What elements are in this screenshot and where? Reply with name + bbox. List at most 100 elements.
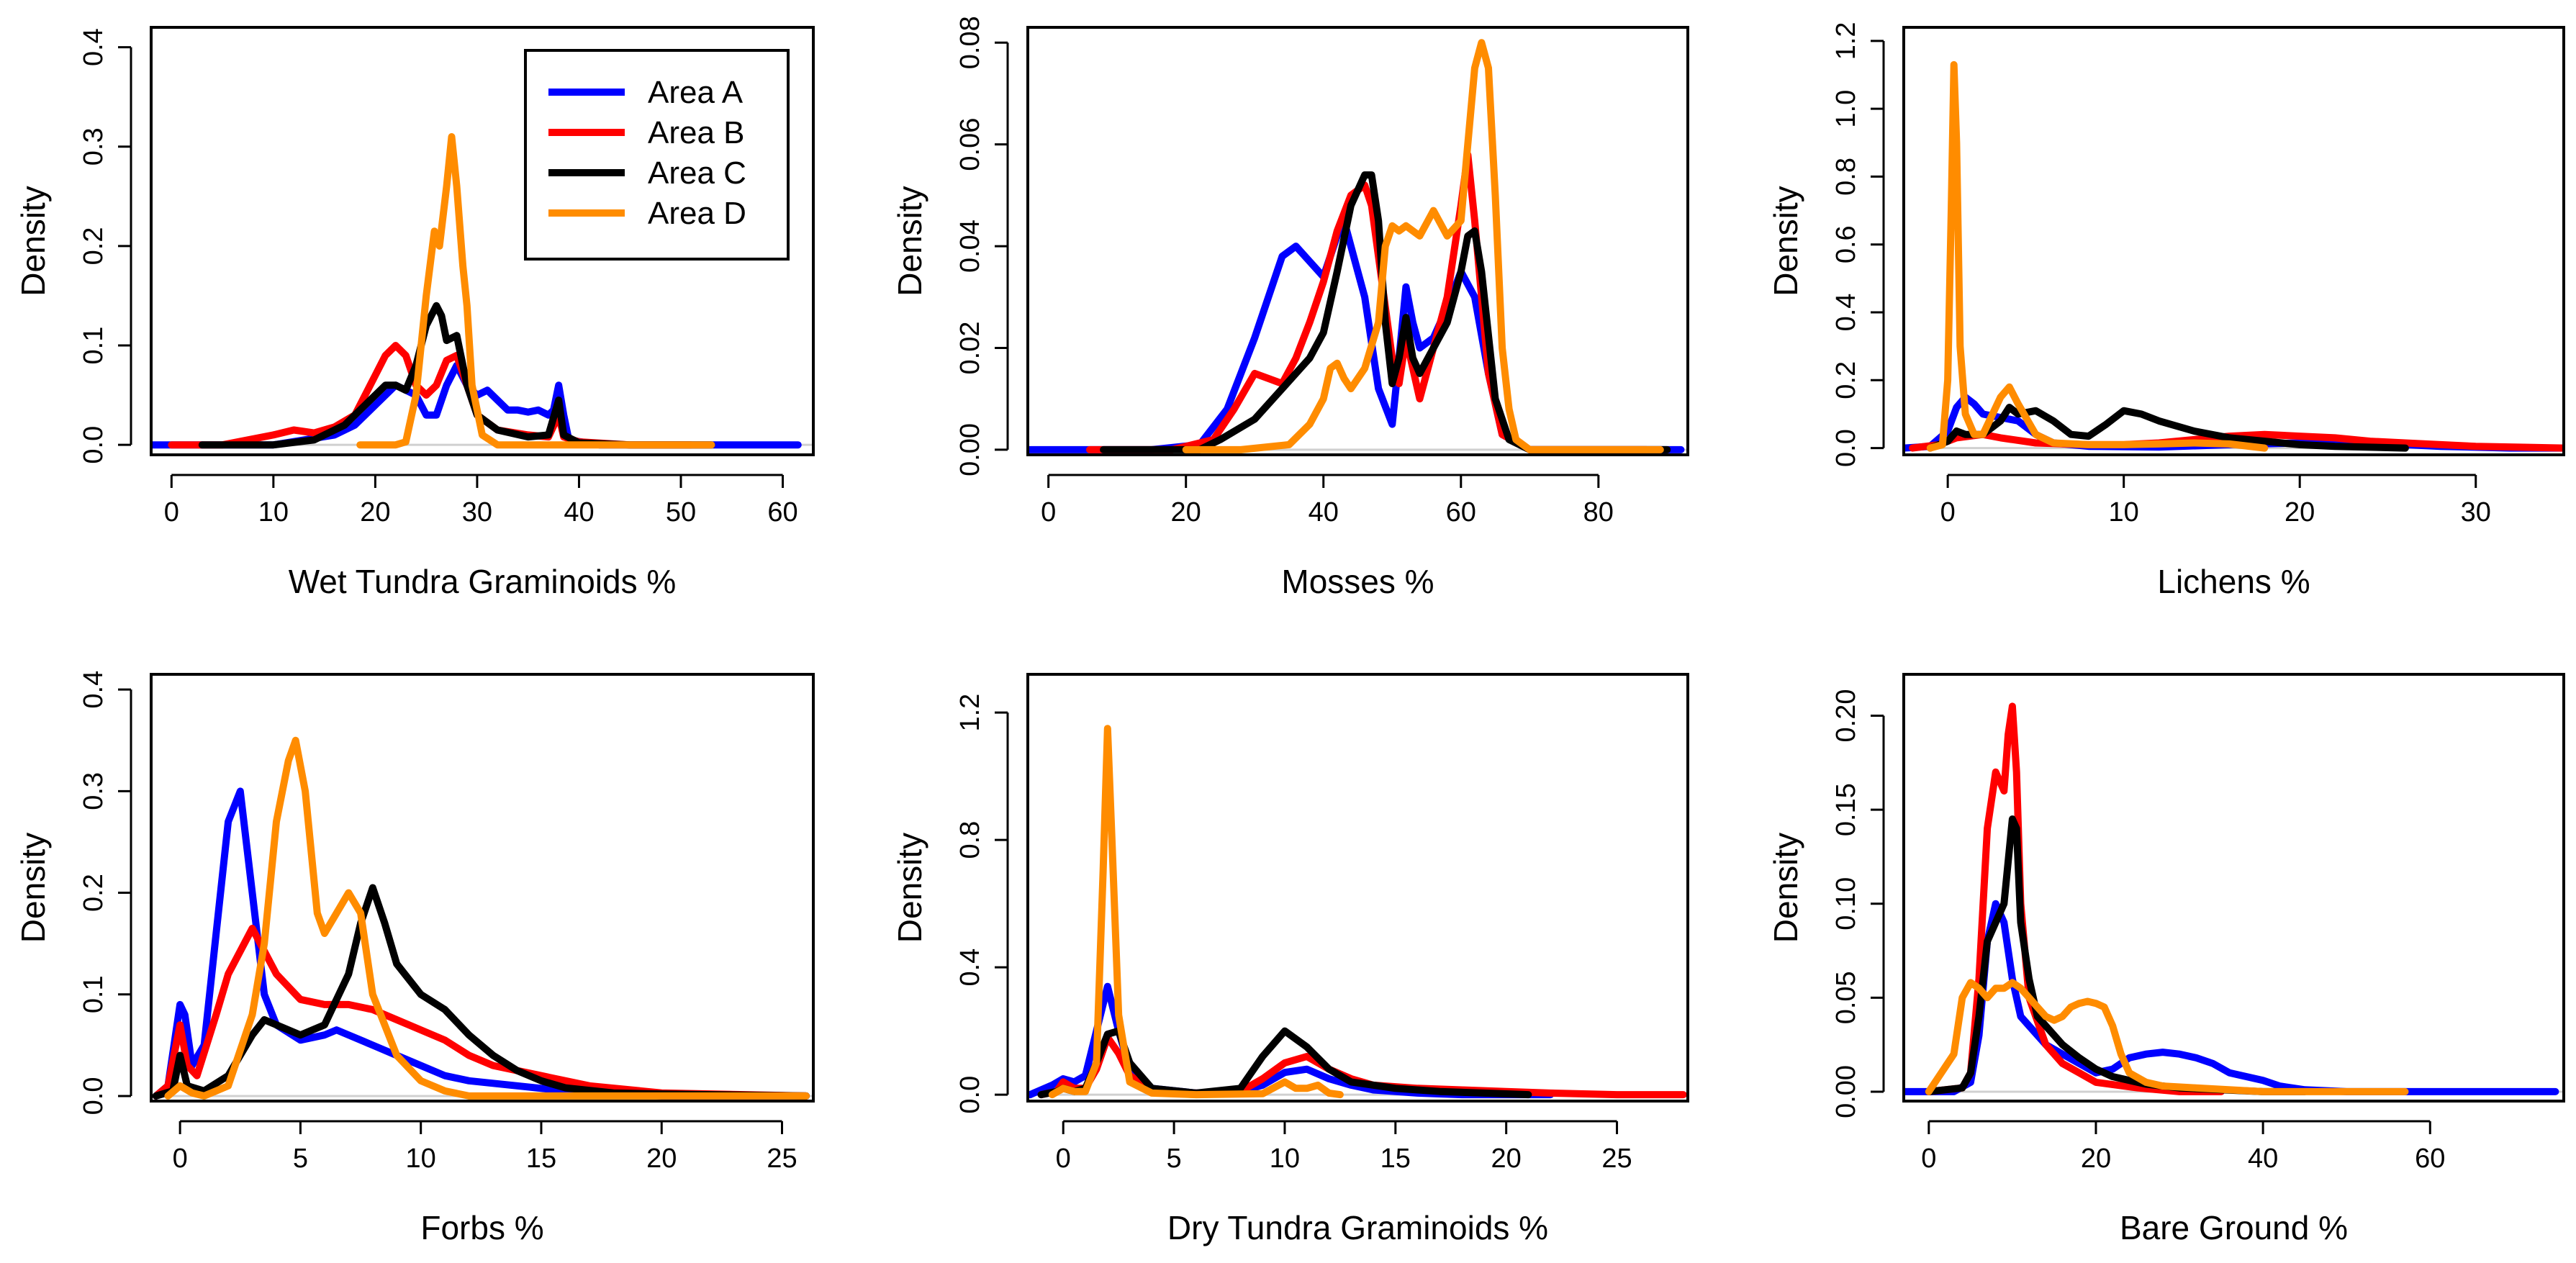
y-axis-label: Density: [891, 186, 928, 296]
density-line-area-d: [356, 133, 715, 449]
y-axis-label: Density: [14, 186, 52, 296]
density-line-area-b: [1925, 702, 2225, 1095]
x-axis-label: Mosses %: [1281, 563, 1434, 600]
y-tick-label: 0.06: [955, 118, 985, 171]
x-tick-label: 20: [2081, 1144, 2111, 1174]
x-axis-label: Bare Ground %: [2120, 1209, 2348, 1246]
plot-frame: [1902, 673, 2565, 1103]
chart-panel-4: 0 5 10 15 20 25 Forbs % 0.0 0.1 0.2 0.3 0.4 Density: [14, 671, 815, 1246]
y-tick-label: 0.3: [78, 127, 109, 166]
plot-frame: [1026, 673, 1689, 1103]
y-axis-label: Density: [14, 833, 52, 943]
x-tick-label: 50: [666, 497, 696, 528]
y-tick-label: 1.2: [1831, 22, 1861, 60]
y-tick-label: 0.0: [78, 426, 109, 464]
y-tick-label: 0.15: [1831, 783, 1861, 836]
x-tick-label: 10: [258, 497, 289, 528]
y-axis: 0.00 0.02 0.04 0.06 0.08 Density: [891, 16, 1009, 476]
density-line-area-b: [168, 342, 695, 449]
y-tick-label: 0.0: [1831, 429, 1861, 467]
x-tick-label: 20: [1171, 497, 1201, 528]
y-tick-label: 0.00: [955, 423, 985, 476]
legend: Area A Area B Area C Area D: [524, 49, 790, 261]
legend-label: Area B: [648, 115, 745, 150]
plot-frame: [1026, 26, 1689, 456]
x-axis-label: Wet Tundra Graminoids %: [289, 563, 677, 600]
y-tick-label: 0.4: [78, 671, 109, 709]
y-tick-label: 0.0: [78, 1077, 109, 1115]
legend-label: Area C: [648, 155, 746, 191]
plot-frame: [150, 673, 815, 1103]
x-tick-label: 40: [564, 497, 594, 528]
y-tick-label: 0.4: [1831, 294, 1861, 332]
y-axis-label: Density: [891, 833, 928, 943]
x-tick-label: 10: [406, 1144, 436, 1174]
density-line-area-d: [1048, 725, 1344, 1099]
x-tick-label: 60: [2415, 1144, 2445, 1174]
x-axis: 0 5 10 15 20 25 Dry Tundra Graminoids %: [1056, 1120, 1632, 1246]
x-tick-label: 0: [1041, 497, 1056, 528]
x-tick-label: 60: [1446, 497, 1476, 528]
x-tick-label: 10: [1270, 1144, 1300, 1174]
x-tick-label: 60: [767, 497, 797, 528]
x-tick-label: 25: [1601, 1144, 1632, 1174]
y-axis-label: Density: [1767, 186, 1804, 296]
series-group: [152, 736, 810, 1100]
y-tick-label: 0.4: [78, 28, 109, 66]
legend-box: [524, 49, 790, 261]
y-tick-label: 0.8: [955, 821, 985, 859]
series-group: [1028, 39, 1685, 453]
series-group: [151, 133, 802, 449]
density-line-area-c: [1100, 171, 1671, 453]
y-tick-label: 1.0: [1831, 90, 1861, 128]
x-axis: 0 10 20 30 40 50 60 Wet Tundra Graminoids %: [164, 474, 798, 600]
y-tick-label: 0.3: [78, 772, 109, 810]
x-tick-label: 80: [1583, 497, 1614, 528]
density-line-area-a: [152, 787, 810, 1100]
plot-frame: [150, 26, 815, 456]
y-tick-label: 0.08: [955, 16, 985, 69]
y-tick-label: 0.05: [1831, 971, 1861, 1024]
x-axis-label: Lichens %: [2157, 563, 2310, 600]
x-tick-label: 15: [1380, 1144, 1411, 1174]
x-tick-label: 20: [646, 1144, 677, 1174]
x-tick-label: 40: [2248, 1144, 2278, 1174]
density-line-area-d: [1926, 60, 2269, 452]
x-axis: 0 20 40 60 Bare Ground %: [1921, 1120, 2445, 1246]
x-axis: 0 10 20 30 Lichens %: [1940, 474, 2491, 600]
y-axis: 0.0 0.2 0.4 0.6 0.8 1.0 1.2 Density: [1767, 22, 1885, 467]
y-tick-label: 1.2: [955, 694, 985, 732]
y-tick-label: 0.0: [955, 1076, 985, 1114]
density-line-area-a: [151, 361, 802, 449]
x-tick-label: 20: [2284, 497, 2315, 528]
density-line-area-c: [152, 884, 810, 1100]
x-tick-label: 5: [1167, 1144, 1182, 1174]
y-tick-label: 0.1: [78, 327, 109, 365]
chart-panel-3: 0 10 20 30 Lichens % 0.0 0.2 0.4 0.6 0.8 1.0 1.2 Den…: [1767, 22, 2565, 600]
x-tick-label: 10: [2109, 497, 2139, 528]
y-tick-label: 0.10: [1831, 877, 1861, 931]
density-line-area-d: [1182, 39, 1664, 453]
x-tick-label: 0: [1940, 497, 1956, 528]
y-tick-label: 0.4: [955, 949, 985, 987]
series-group: [1028, 725, 1687, 1099]
x-tick-label: 15: [526, 1144, 556, 1174]
x-axis: 0 20 40 60 80 Mosses %: [1041, 474, 1614, 600]
y-tick-label: 0.2: [1831, 361, 1861, 399]
x-tick-label: 5: [293, 1144, 308, 1174]
y-tick-label: 0.02: [955, 322, 985, 375]
x-tick-label: 20: [360, 497, 390, 528]
y-axis-label: Density: [1767, 833, 1804, 943]
legend-label: Area A: [648, 75, 744, 110]
x-tick-label: 0: [173, 1144, 188, 1174]
y-axis: 0.0 0.4 0.8 1.2 Density: [891, 694, 1009, 1114]
x-tick-label: 0: [1056, 1144, 1071, 1174]
x-tick-label: 20: [1491, 1144, 1522, 1174]
y-tick-label: 0.00: [1831, 1065, 1861, 1118]
y-axis: 0.0 0.1 0.2 0.3 0.4 Density: [14, 671, 132, 1115]
chart-panel-2: 0 20 40 60 80 Mosses % 0.00 0.02 0.04 0.06 0.08 Den…: [891, 16, 1689, 600]
series-group: [1904, 60, 2564, 452]
